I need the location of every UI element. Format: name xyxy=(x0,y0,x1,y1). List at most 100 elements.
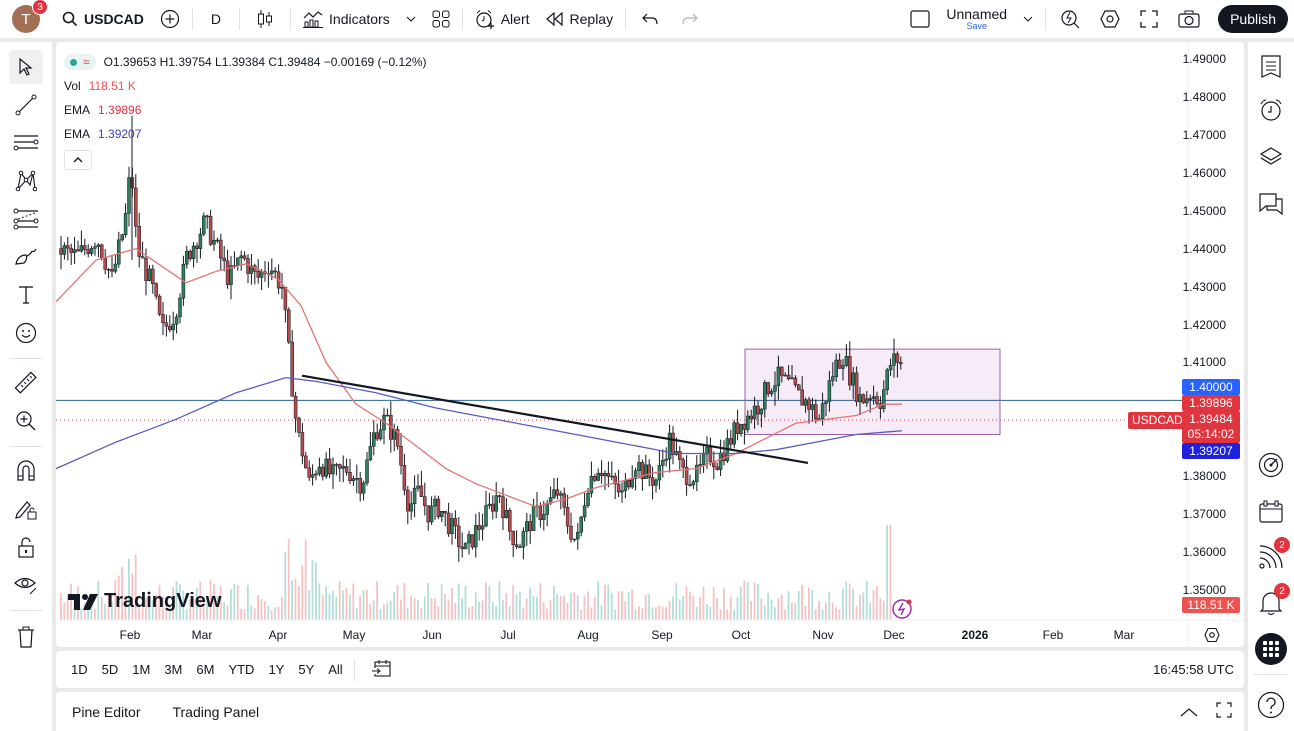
indicators-button[interactable]: Indicators xyxy=(295,0,424,38)
pattern-tool[interactable] xyxy=(9,164,43,198)
publish-button[interactable]: Publish xyxy=(1218,5,1288,33)
screenshot-button[interactable] xyxy=(1168,0,1210,38)
range-6m[interactable]: 6M xyxy=(196,662,215,677)
interval-button[interactable]: D xyxy=(197,0,235,38)
news-lightning-button[interactable] xyxy=(891,598,913,620)
candle-body xyxy=(667,432,672,460)
replay-button[interactable]: Replay xyxy=(538,0,622,38)
volume-bar xyxy=(349,594,351,620)
volume-bar xyxy=(644,595,647,620)
market-status-pill[interactable]: ≈ xyxy=(64,54,96,70)
volume-bar xyxy=(281,597,283,620)
measure-tool[interactable] xyxy=(9,366,43,400)
range-all[interactable]: All xyxy=(328,662,343,677)
alarm-clock-icon xyxy=(1260,99,1282,121)
cursor-tool[interactable] xyxy=(9,50,43,84)
object-tree-button[interactable] xyxy=(1256,142,1286,172)
fullscreen-button[interactable] xyxy=(1130,0,1168,38)
top-toolbar: T 3 USDCAD D Indicators Alert Replay xyxy=(0,0,1294,38)
expand-panel-button[interactable] xyxy=(1168,704,1210,720)
candle-body xyxy=(314,473,318,476)
volume-bar xyxy=(682,596,684,620)
chart-settings-button[interactable] xyxy=(1204,627,1220,647)
trend-line-drawing[interactable] xyxy=(301,374,809,465)
rectangle-drawing[interactable] xyxy=(744,348,1001,436)
lock-drawings-tool[interactable] xyxy=(9,492,43,526)
chats-button[interactable] xyxy=(1256,189,1286,219)
redo-icon xyxy=(682,13,698,25)
brush-tool[interactable] xyxy=(9,240,43,274)
divider xyxy=(461,8,463,30)
ema-slow-legend[interactable]: EMA 1.39207 xyxy=(64,122,427,146)
candle-body xyxy=(236,257,240,266)
hide-drawings-tool[interactable] xyxy=(9,568,43,602)
products-menu-button[interactable] xyxy=(1255,633,1287,665)
chart-pane[interactable]: ≈ O1.39653 H1.39754 L1.39384 C1.39484 −0… xyxy=(56,42,1244,647)
settings-button[interactable] xyxy=(1090,0,1130,38)
volume-bar xyxy=(729,596,732,620)
candle-body xyxy=(793,377,798,386)
ideas-badge: 2 xyxy=(1274,537,1290,553)
ema-slow-line[interactable] xyxy=(56,376,903,470)
compare-symbol-button[interactable] xyxy=(152,0,188,38)
technicals-button[interactable] xyxy=(1256,450,1286,480)
divider xyxy=(191,8,193,30)
tab-trading-panel[interactable]: Trading Panel xyxy=(172,703,260,720)
range-3m[interactable]: 3M xyxy=(164,662,183,677)
alert-button[interactable]: Alert xyxy=(467,0,538,38)
save-link[interactable]: Save xyxy=(966,21,987,31)
lock-all-tool[interactable] xyxy=(9,530,43,564)
candle-body xyxy=(348,472,352,482)
candle-body xyxy=(504,509,509,518)
utc-clock[interactable]: 16:45:58 UTC xyxy=(1153,662,1234,677)
range-1y[interactable]: 1Y xyxy=(268,662,285,677)
volume-bar xyxy=(124,595,127,620)
volume-legend[interactable]: Vol 118.51 K xyxy=(64,74,427,98)
layouts-button[interactable] xyxy=(424,0,458,38)
volume-bar xyxy=(614,609,616,620)
redo-button[interactable] xyxy=(670,0,710,38)
calendar-button[interactable] xyxy=(1256,497,1286,527)
horizontal-lines-tool[interactable] xyxy=(9,126,43,160)
candle-body xyxy=(436,498,441,518)
help-button[interactable] xyxy=(1256,690,1286,720)
volume-bar xyxy=(451,588,453,620)
volume-bar xyxy=(464,585,467,620)
tradingview-watermark[interactable]: TradingView xyxy=(68,590,221,613)
magnet-tool[interactable] xyxy=(9,454,43,488)
layout-name-button[interactable]: Unnamed Save xyxy=(938,0,1041,38)
range-1d[interactable]: 1D xyxy=(71,662,88,677)
range-5y[interactable]: 5Y xyxy=(298,662,315,677)
maximize-panel-button[interactable] xyxy=(1210,702,1244,721)
icon-tool[interactable] xyxy=(9,316,43,350)
candle-body xyxy=(640,462,645,480)
notifications-button[interactable]: 2 xyxy=(1256,583,1290,618)
symbol-search-button[interactable]: USDCAD xyxy=(54,0,152,38)
range-1m[interactable]: 1M xyxy=(132,662,151,677)
undo-button[interactable] xyxy=(630,0,670,38)
watchlist-button[interactable] xyxy=(1256,52,1286,82)
range-ytd[interactable]: YTD xyxy=(228,662,255,677)
user-avatar[interactable]: T 3 xyxy=(12,0,48,33)
forecast-tool[interactable] xyxy=(9,202,43,236)
ema-fast-legend[interactable]: EMA 1.39896 xyxy=(64,98,427,122)
volume-bar xyxy=(519,591,521,620)
ideas-stream-button[interactable]: 2 xyxy=(1256,537,1290,572)
volume-bar xyxy=(848,583,851,620)
tab-pine-editor[interactable]: Pine Editor xyxy=(72,703,141,720)
price-chart[interactable] xyxy=(56,42,1244,647)
go-to-date-button[interactable] xyxy=(359,659,403,680)
quick-search-button[interactable] xyxy=(1050,0,1090,38)
collapse-legend-button[interactable] xyxy=(64,150,92,170)
layout-select-checkbox[interactable] xyxy=(902,0,938,38)
ema-fast-line[interactable] xyxy=(56,247,902,508)
text-tool[interactable] xyxy=(9,278,43,312)
alerts-button[interactable] xyxy=(1256,95,1286,125)
remove-drawings-tool[interactable] xyxy=(9,620,43,654)
price-axis-label: 1.35000 xyxy=(1182,583,1226,598)
trend-line-tool[interactable] xyxy=(9,88,43,122)
chart-type-button[interactable] xyxy=(244,0,286,38)
range-5d[interactable]: 5D xyxy=(101,662,119,677)
candle-body xyxy=(868,398,872,400)
zoom-in-tool[interactable] xyxy=(9,404,43,438)
